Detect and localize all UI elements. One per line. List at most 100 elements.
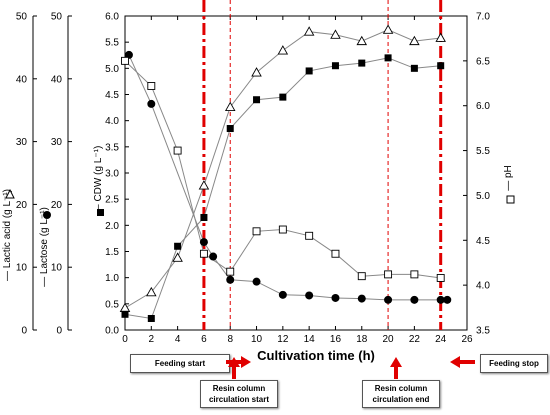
cdw-axis-tick-label: 0.5 — [105, 299, 119, 310]
series-line-ph — [124, 60, 441, 279]
point-lactic-acid — [330, 29, 341, 39]
point-lactose — [226, 275, 235, 284]
point-ph — [357, 272, 366, 281]
point-lactose — [147, 99, 156, 108]
lactose-axis-tick-label: 10 — [51, 263, 63, 274]
point-ph — [199, 249, 208, 258]
ph-legend-symbol — [506, 195, 515, 204]
point-lactic-acid — [382, 24, 394, 34]
lactic-acid-legend-symbol — [5, 188, 15, 199]
cdw-axis-title: — CDW (g L⁻¹) — [93, 146, 104, 215]
x-tick-label: 10 — [251, 334, 263, 345]
point-lactic-acid — [146, 286, 157, 297]
point-ph — [121, 56, 129, 65]
x-tick-label: 12 — [277, 334, 289, 345]
x-tick-label: 2 — [149, 334, 155, 345]
x-tick-label: 18 — [356, 334, 368, 345]
lactose-axis-tick-label: 0 — [56, 326, 62, 337]
point-lactose — [209, 252, 218, 261]
x-tick-label: 24 — [435, 334, 447, 345]
point-cdw — [437, 62, 445, 70]
point-lactic-acid — [198, 180, 210, 190]
point-lactic-acid — [277, 45, 289, 55]
point-lactose — [252, 277, 261, 286]
point-ph — [384, 270, 393, 279]
cdw-axis-tick-label: 2.0 — [105, 221, 119, 232]
x-tick-label: 0 — [122, 334, 128, 345]
point-cdw — [226, 125, 234, 133]
resin-start-arrow — [228, 357, 240, 379]
cdw-axis-tick-label: 5.5 — [105, 38, 119, 49]
lactic-acid-axis-tick-label: 20 — [16, 200, 28, 211]
resin-start-label: Resin column circulation start — [200, 380, 278, 408]
x-tick-label: 4 — [175, 334, 181, 345]
point-lactose — [331, 293, 340, 302]
cdw-axis-tick-label: 3.5 — [105, 142, 119, 153]
lactic-acid-axis-tick-label: 50 — [16, 12, 28, 23]
ph-axis-tick-label: 3.5 — [476, 326, 490, 337]
feeding-stop-text: Feeding stop — [489, 359, 539, 368]
point-lactic-acid — [303, 26, 315, 36]
point-lactic-acid — [224, 101, 236, 112]
feeding-stop-arrow — [450, 356, 475, 368]
lactic-acid-axis-tick-label: 10 — [16, 263, 28, 274]
ph-axis-title: — pH — [503, 165, 514, 191]
point-ph — [410, 270, 419, 279]
point-lactose — [410, 295, 419, 304]
ph-axis-tick-label: 5.0 — [476, 191, 490, 202]
ph-axis-tick-label: 7.0 — [476, 12, 490, 23]
resin-end-arrow — [390, 357, 402, 379]
ph-axis-tick-label: 6.5 — [476, 56, 490, 67]
resin-end-label: Resin column circulation end — [362, 380, 440, 408]
point-cdw — [121, 310, 129, 318]
lactose-axis-tick-label: 30 — [51, 137, 63, 148]
point-cdw — [147, 314, 155, 322]
point-ph — [278, 225, 287, 234]
lactose-axis-tick-label: 20 — [51, 200, 63, 211]
x-axis-title: Cultivation time (h) — [257, 348, 375, 363]
cdw-axis-tick-label: 4.0 — [105, 116, 119, 127]
x-tick-label: 22 — [409, 334, 421, 345]
lactic-acid-axis-tick-label: 0 — [21, 326, 27, 337]
point-ph — [305, 231, 314, 240]
point-ph — [436, 274, 445, 282]
cdw-legend-symbol — [97, 209, 104, 216]
ph-axis-tick-label: 6.0 — [476, 101, 490, 112]
plot-frame — [124, 15, 468, 331]
point-ph — [331, 249, 340, 258]
lactose-legend-symbol — [43, 211, 51, 219]
x-tick-label: 14 — [304, 334, 316, 345]
point-lactose — [436, 295, 445, 304]
cdw-axis-tick-label: 1.5 — [105, 247, 119, 258]
lactic-acid-axis-title: — Lactic acid (g L⁻¹) — [2, 189, 13, 281]
cdw-axis-tick-label: 3.0 — [105, 169, 119, 180]
point-cdw — [279, 93, 287, 101]
point-cdw — [305, 67, 313, 75]
ph-axis-tick-label: 4.0 — [476, 281, 490, 292]
lactose-axis-title: — Lactose (g L⁻¹) — [39, 207, 50, 287]
x-tick-label: 8 — [227, 334, 233, 345]
feeding-start-label: Feeding start — [130, 354, 230, 373]
point-lactose — [357, 294, 366, 303]
x-tick-label: 6 — [201, 334, 207, 345]
feeding-start-text: Feeding start — [154, 359, 206, 368]
ph-axis-tick-label: 4.5 — [476, 236, 490, 247]
point-cdw — [200, 213, 208, 221]
point-ph — [147, 82, 156, 90]
point-lactose — [278, 290, 287, 299]
point-cdw — [358, 59, 366, 67]
point-cdw — [331, 62, 339, 70]
cdw-axis-tick-label: 6.0 — [105, 12, 119, 23]
cdw-axis-tick-label: 4.5 — [105, 90, 119, 101]
point-lactic-acid — [172, 252, 183, 262]
lactose-axis-tick-label: 40 — [51, 74, 63, 85]
cdw-axis-tick-label: 5.0 — [105, 64, 119, 75]
point-lactic-acid — [251, 67, 262, 77]
point-lactic-acid — [409, 35, 420, 46]
point-lactose — [443, 295, 452, 304]
lactic-acid-axis-tick-label: 30 — [16, 137, 28, 148]
lactic-acid-axis-tick-label: 40 — [16, 74, 28, 85]
point-cdw — [253, 96, 261, 104]
point-ph — [226, 267, 235, 276]
